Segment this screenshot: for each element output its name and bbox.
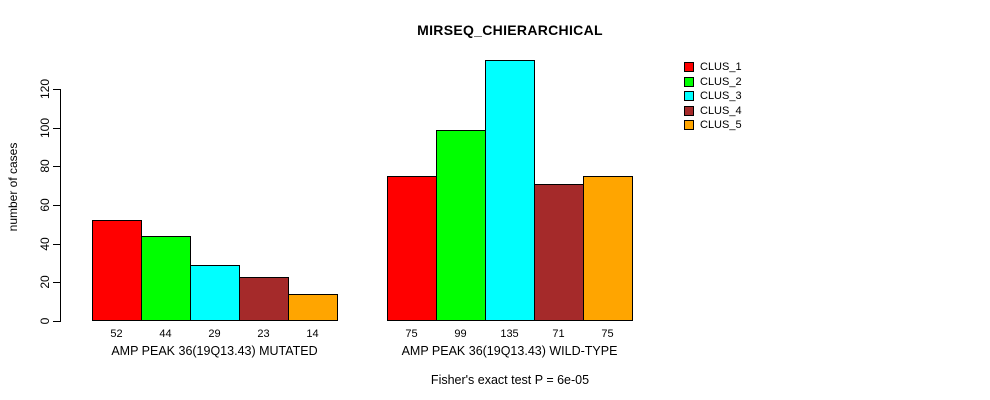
legend-label: CLUS_3 xyxy=(700,90,742,102)
y-tick-label: 20 xyxy=(38,275,52,290)
bar-value-label: 23 xyxy=(257,328,270,340)
bar-value-label: 71 xyxy=(552,328,565,340)
y-axis-label: number of cases xyxy=(6,142,20,232)
y-tick-label: 100 xyxy=(38,117,52,138)
y-tick-mark xyxy=(53,127,60,129)
bar-value-label: 75 xyxy=(601,328,614,340)
y-tick-mark xyxy=(53,282,60,284)
y-tick-mark xyxy=(53,166,60,168)
bar-value-label: 44 xyxy=(159,328,172,340)
y-axis-line xyxy=(60,89,61,322)
bar-value-label: 52 xyxy=(110,328,123,340)
bar-value-label: 135 xyxy=(500,328,519,340)
bar-clus_4-wild-type xyxy=(534,183,584,321)
y-tick-mark xyxy=(53,321,60,322)
bar-clus_1-wild-type xyxy=(387,176,437,321)
bar-clus_5-mutated xyxy=(288,293,338,321)
y-tick-mark xyxy=(53,205,60,207)
y-tick-label: 0 xyxy=(38,317,52,325)
y-tick-label: 60 xyxy=(38,198,52,212)
y-tick-label: 40 xyxy=(38,236,52,251)
legend-label: CLUS_4 xyxy=(700,104,742,117)
legend-label: CLUS_5 xyxy=(700,119,742,131)
x-category-label: AMP PEAK 36(19Q13.43) MUTATED xyxy=(111,344,318,358)
legend-swatch-clus_4 xyxy=(684,105,694,116)
bar-clus_5-wild-type xyxy=(583,176,633,321)
bar-value-label: 29 xyxy=(208,328,221,340)
y-tick-label: 80 xyxy=(38,159,52,174)
bar-clus_2-mutated xyxy=(141,235,191,321)
legend-label: CLUS_1 xyxy=(700,61,742,73)
y-tick-mark xyxy=(53,243,60,245)
y-tick-mark xyxy=(53,89,60,91)
annotation-fisher-test: Fisher's exact test P = 6e-05 xyxy=(430,373,590,387)
legend-swatch-clus_2 xyxy=(684,76,694,87)
bar-value-label: 75 xyxy=(405,328,418,340)
legend-label: CLUS_2 xyxy=(700,75,742,88)
bar-clus_4-mutated xyxy=(239,276,289,321)
bar-value-label: 14 xyxy=(306,328,319,340)
legend-swatch-clus_3 xyxy=(684,91,694,101)
chart-title: MIRSEQ_CHIERARCHICAL xyxy=(417,22,603,38)
legend-swatch-clus_5 xyxy=(684,120,694,130)
bar-clus_3-mutated xyxy=(190,264,240,321)
bar-clus_3-wild-type xyxy=(485,60,535,321)
legend-swatch-clus_1 xyxy=(684,62,694,72)
y-tick-label: 120 xyxy=(38,79,52,100)
x-category-label: AMP PEAK 36(19Q13.43) WILD-TYPE xyxy=(401,344,618,358)
bar-clus_1-mutated xyxy=(92,220,142,321)
bar-value-label: 99 xyxy=(454,328,467,340)
bar-clus_2-wild-type xyxy=(436,129,486,321)
